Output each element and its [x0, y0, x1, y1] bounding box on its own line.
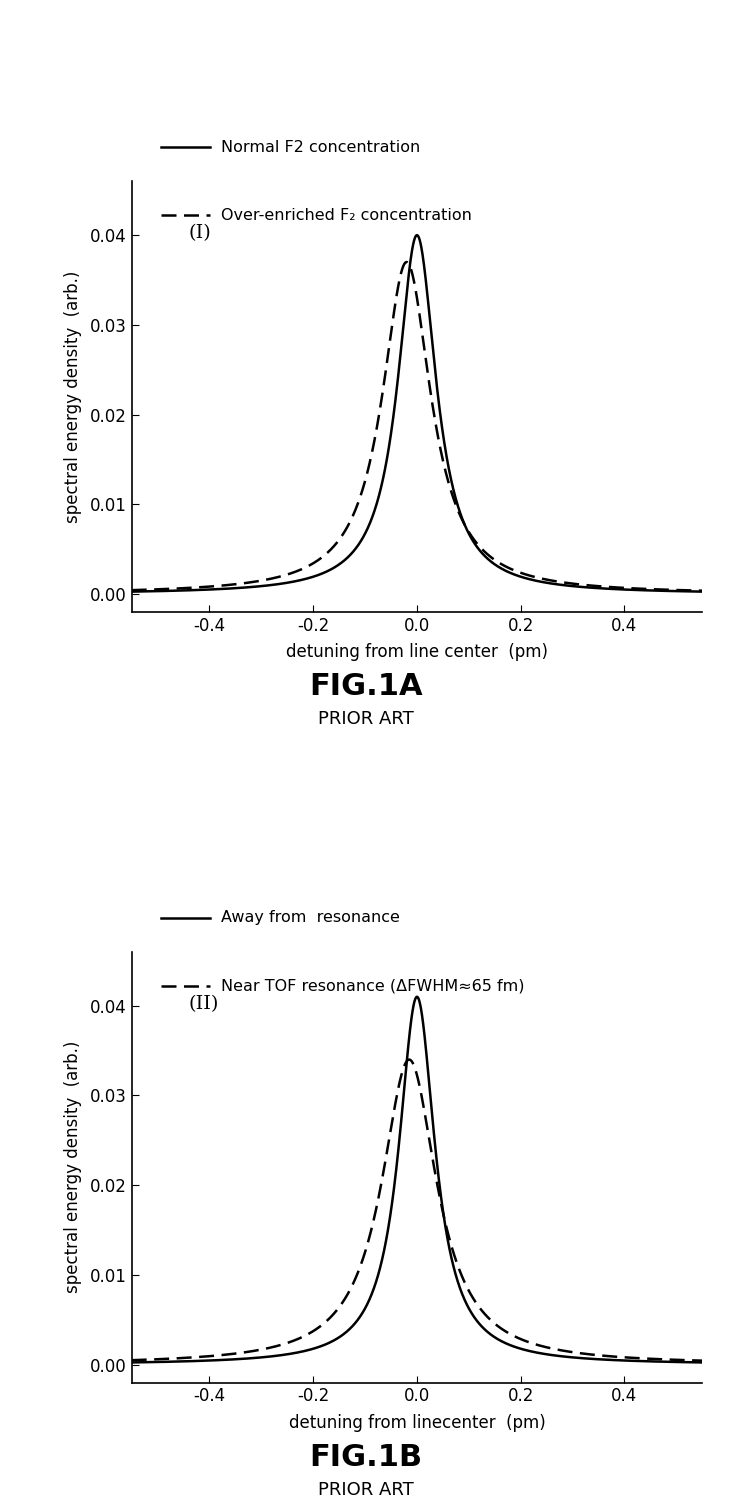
Text: (I): (I) [189, 225, 211, 242]
X-axis label: detuning from line center  (pm): detuning from line center (pm) [286, 644, 548, 662]
Y-axis label: spectral energy density  (arb.): spectral energy density (arb.) [64, 1041, 82, 1293]
Text: PRIOR ART: PRIOR ART [318, 1481, 413, 1499]
Text: FIG.1A: FIG.1A [308, 672, 423, 701]
Text: PRIOR ART: PRIOR ART [318, 710, 413, 728]
X-axis label: detuning from linecenter  (pm): detuning from linecenter (pm) [289, 1414, 545, 1432]
Y-axis label: spectral energy density  (arb.): spectral energy density (arb.) [64, 270, 82, 523]
Text: Near TOF resonance (ΔFWHM≈65 fm): Near TOF resonance (ΔFWHM≈65 fm) [221, 979, 524, 993]
Text: (II): (II) [189, 994, 219, 1012]
Text: FIG.1B: FIG.1B [309, 1443, 422, 1472]
Text: Normal F2 concentration: Normal F2 concentration [221, 141, 420, 154]
Text: Away from  resonance: Away from resonance [221, 911, 400, 925]
Text: Over-enriched F₂ concentration: Over-enriched F₂ concentration [221, 209, 471, 222]
